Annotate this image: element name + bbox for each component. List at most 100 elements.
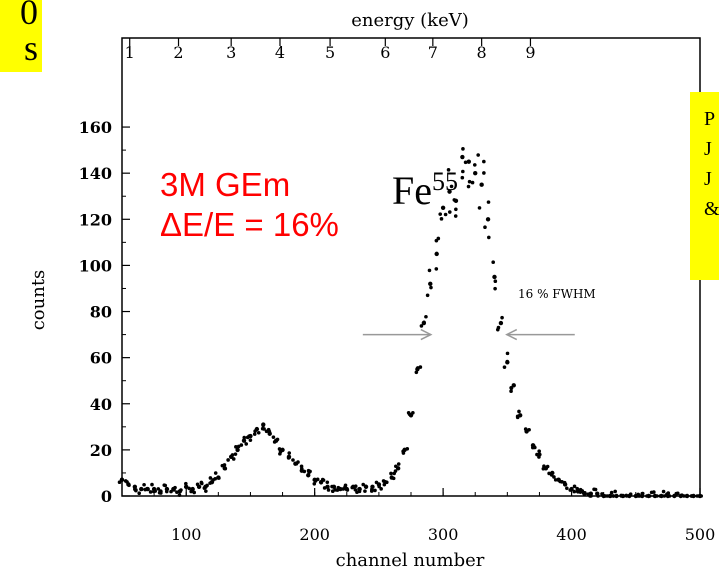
data-point	[381, 479, 386, 483]
x-tick-label: 100	[171, 525, 202, 544]
data-point	[169, 489, 173, 494]
data-point	[695, 494, 700, 498]
data-point	[531, 444, 536, 448]
top-tick-label: 5	[325, 43, 335, 62]
data-point	[287, 451, 292, 455]
data-point	[486, 200, 491, 204]
resolution-label: ΔE/E = 16%	[160, 206, 339, 243]
data-point	[527, 427, 531, 432]
data-point	[345, 488, 350, 492]
data-point	[440, 205, 446, 210]
data-point	[422, 320, 426, 325]
data-point	[175, 490, 179, 494]
data-point	[253, 429, 257, 433]
data-point	[272, 440, 277, 444]
data-point	[350, 485, 354, 490]
data-point	[363, 484, 368, 489]
data-point	[396, 462, 401, 466]
y-axis-title: counts	[28, 270, 49, 331]
data-point	[523, 427, 528, 431]
data-point	[541, 466, 546, 471]
data-point	[652, 494, 657, 498]
corner-text-line-2: s	[23, 28, 38, 68]
data-point	[256, 430, 261, 435]
data-point	[187, 486, 191, 491]
data-point	[424, 314, 428, 319]
data-point	[163, 483, 168, 488]
data-point	[321, 478, 326, 482]
data-point	[419, 324, 424, 328]
data-point	[302, 469, 307, 474]
data-point	[373, 488, 377, 493]
data-point	[589, 494, 593, 498]
data-point	[150, 482, 154, 487]
data-point	[434, 267, 439, 271]
data-point	[266, 427, 271, 432]
data-point	[307, 470, 311, 475]
data-point	[234, 445, 238, 449]
data-point	[493, 279, 498, 283]
data-point	[394, 464, 398, 469]
data-point	[661, 489, 666, 494]
data-point	[235, 447, 240, 453]
data-point	[449, 184, 454, 189]
y-tick-label: 120	[79, 210, 112, 229]
data-point	[476, 153, 480, 157]
data-point	[142, 482, 146, 487]
data-point	[245, 435, 250, 440]
data-point	[389, 471, 393, 476]
data-point	[363, 489, 367, 493]
note-line-1: P	[704, 108, 716, 130]
plot-frame	[121, 37, 701, 497]
data-point	[271, 435, 276, 439]
data-point	[277, 447, 282, 451]
data-point	[125, 480, 129, 484]
data-point	[382, 482, 387, 487]
data-point	[148, 490, 153, 494]
detector-name: 3M GEm	[160, 166, 291, 203]
data-point	[385, 480, 389, 485]
data-point	[405, 446, 410, 451]
data-point	[443, 212, 448, 217]
data-point	[553, 478, 558, 482]
data-point	[596, 494, 600, 498]
data-point	[434, 251, 439, 257]
top-tick-label: 9	[525, 43, 535, 62]
data-point	[675, 491, 680, 496]
data-point	[438, 212, 443, 216]
isotope-mass-number: 55	[432, 167, 458, 196]
data-point	[326, 488, 331, 492]
data-point	[156, 487, 161, 491]
data-point	[236, 444, 241, 449]
x-tick-label: 300	[428, 525, 459, 544]
data-point	[151, 489, 156, 494]
data-point	[645, 494, 649, 498]
data-point	[313, 479, 318, 483]
data-point	[492, 274, 497, 280]
data-point	[502, 365, 507, 369]
data-point	[306, 473, 311, 478]
data-point	[239, 443, 244, 447]
y-tick-label: 0	[101, 487, 112, 506]
data-point	[447, 189, 452, 194]
top-tick-label: 6	[380, 43, 390, 62]
data-point	[482, 171, 486, 175]
data-point	[401, 451, 406, 455]
data-point	[511, 383, 516, 388]
data-point	[322, 486, 327, 490]
data-point	[195, 482, 200, 487]
corner-highlight-box: 0 s	[0, 0, 42, 72]
data-point	[261, 423, 265, 428]
data-point	[393, 469, 398, 473]
data-point	[447, 210, 452, 214]
data-point	[600, 492, 604, 496]
data-point	[491, 260, 495, 264]
y-tick-label: 140	[79, 164, 112, 183]
data-point	[535, 452, 539, 457]
data-point	[466, 159, 471, 164]
data-point	[189, 489, 193, 494]
data-point	[252, 432, 257, 436]
data-point	[537, 455, 541, 459]
data-point	[278, 449, 283, 454]
data-point	[562, 480, 567, 485]
